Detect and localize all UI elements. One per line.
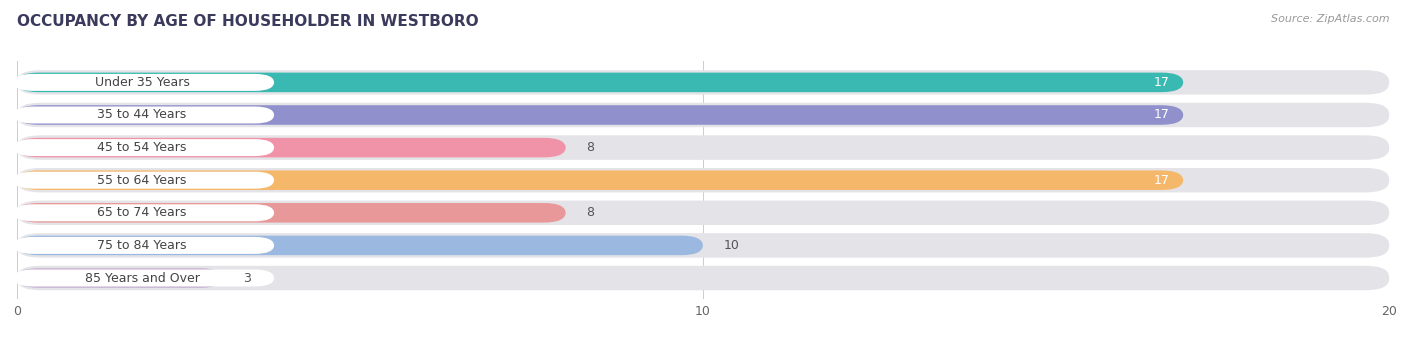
FancyBboxPatch shape xyxy=(17,105,1184,125)
FancyBboxPatch shape xyxy=(17,103,1389,127)
Text: 75 to 84 Years: 75 to 84 Years xyxy=(97,239,187,252)
Text: 3: 3 xyxy=(243,272,252,285)
FancyBboxPatch shape xyxy=(14,237,274,254)
Text: 35 to 44 Years: 35 to 44 Years xyxy=(97,108,187,121)
Text: 17: 17 xyxy=(1154,174,1170,187)
FancyBboxPatch shape xyxy=(17,73,1184,92)
Text: 45 to 54 Years: 45 to 54 Years xyxy=(97,141,187,154)
FancyBboxPatch shape xyxy=(14,270,274,287)
FancyBboxPatch shape xyxy=(14,172,274,189)
Text: 65 to 74 Years: 65 to 74 Years xyxy=(97,206,187,219)
FancyBboxPatch shape xyxy=(17,138,565,157)
FancyBboxPatch shape xyxy=(17,170,1184,190)
Text: 17: 17 xyxy=(1154,76,1170,89)
FancyBboxPatch shape xyxy=(17,268,222,288)
Text: Under 35 Years: Under 35 Years xyxy=(94,76,190,89)
FancyBboxPatch shape xyxy=(17,168,1389,192)
FancyBboxPatch shape xyxy=(17,233,1389,258)
FancyBboxPatch shape xyxy=(17,70,1389,95)
FancyBboxPatch shape xyxy=(14,139,274,156)
Text: 8: 8 xyxy=(586,206,595,219)
Text: 85 Years and Over: 85 Years and Over xyxy=(84,272,200,285)
FancyBboxPatch shape xyxy=(17,135,1389,160)
FancyBboxPatch shape xyxy=(17,236,703,255)
FancyBboxPatch shape xyxy=(17,201,1389,225)
FancyBboxPatch shape xyxy=(17,266,1389,290)
FancyBboxPatch shape xyxy=(14,74,274,91)
Text: 55 to 64 Years: 55 to 64 Years xyxy=(97,174,187,187)
Text: 8: 8 xyxy=(586,141,595,154)
FancyBboxPatch shape xyxy=(14,204,274,221)
Text: 10: 10 xyxy=(724,239,740,252)
Text: Source: ZipAtlas.com: Source: ZipAtlas.com xyxy=(1271,14,1389,23)
Text: OCCUPANCY BY AGE OF HOUSEHOLDER IN WESTBORO: OCCUPANCY BY AGE OF HOUSEHOLDER IN WESTB… xyxy=(17,14,478,29)
FancyBboxPatch shape xyxy=(14,106,274,123)
Text: 17: 17 xyxy=(1154,108,1170,121)
FancyBboxPatch shape xyxy=(17,203,565,223)
